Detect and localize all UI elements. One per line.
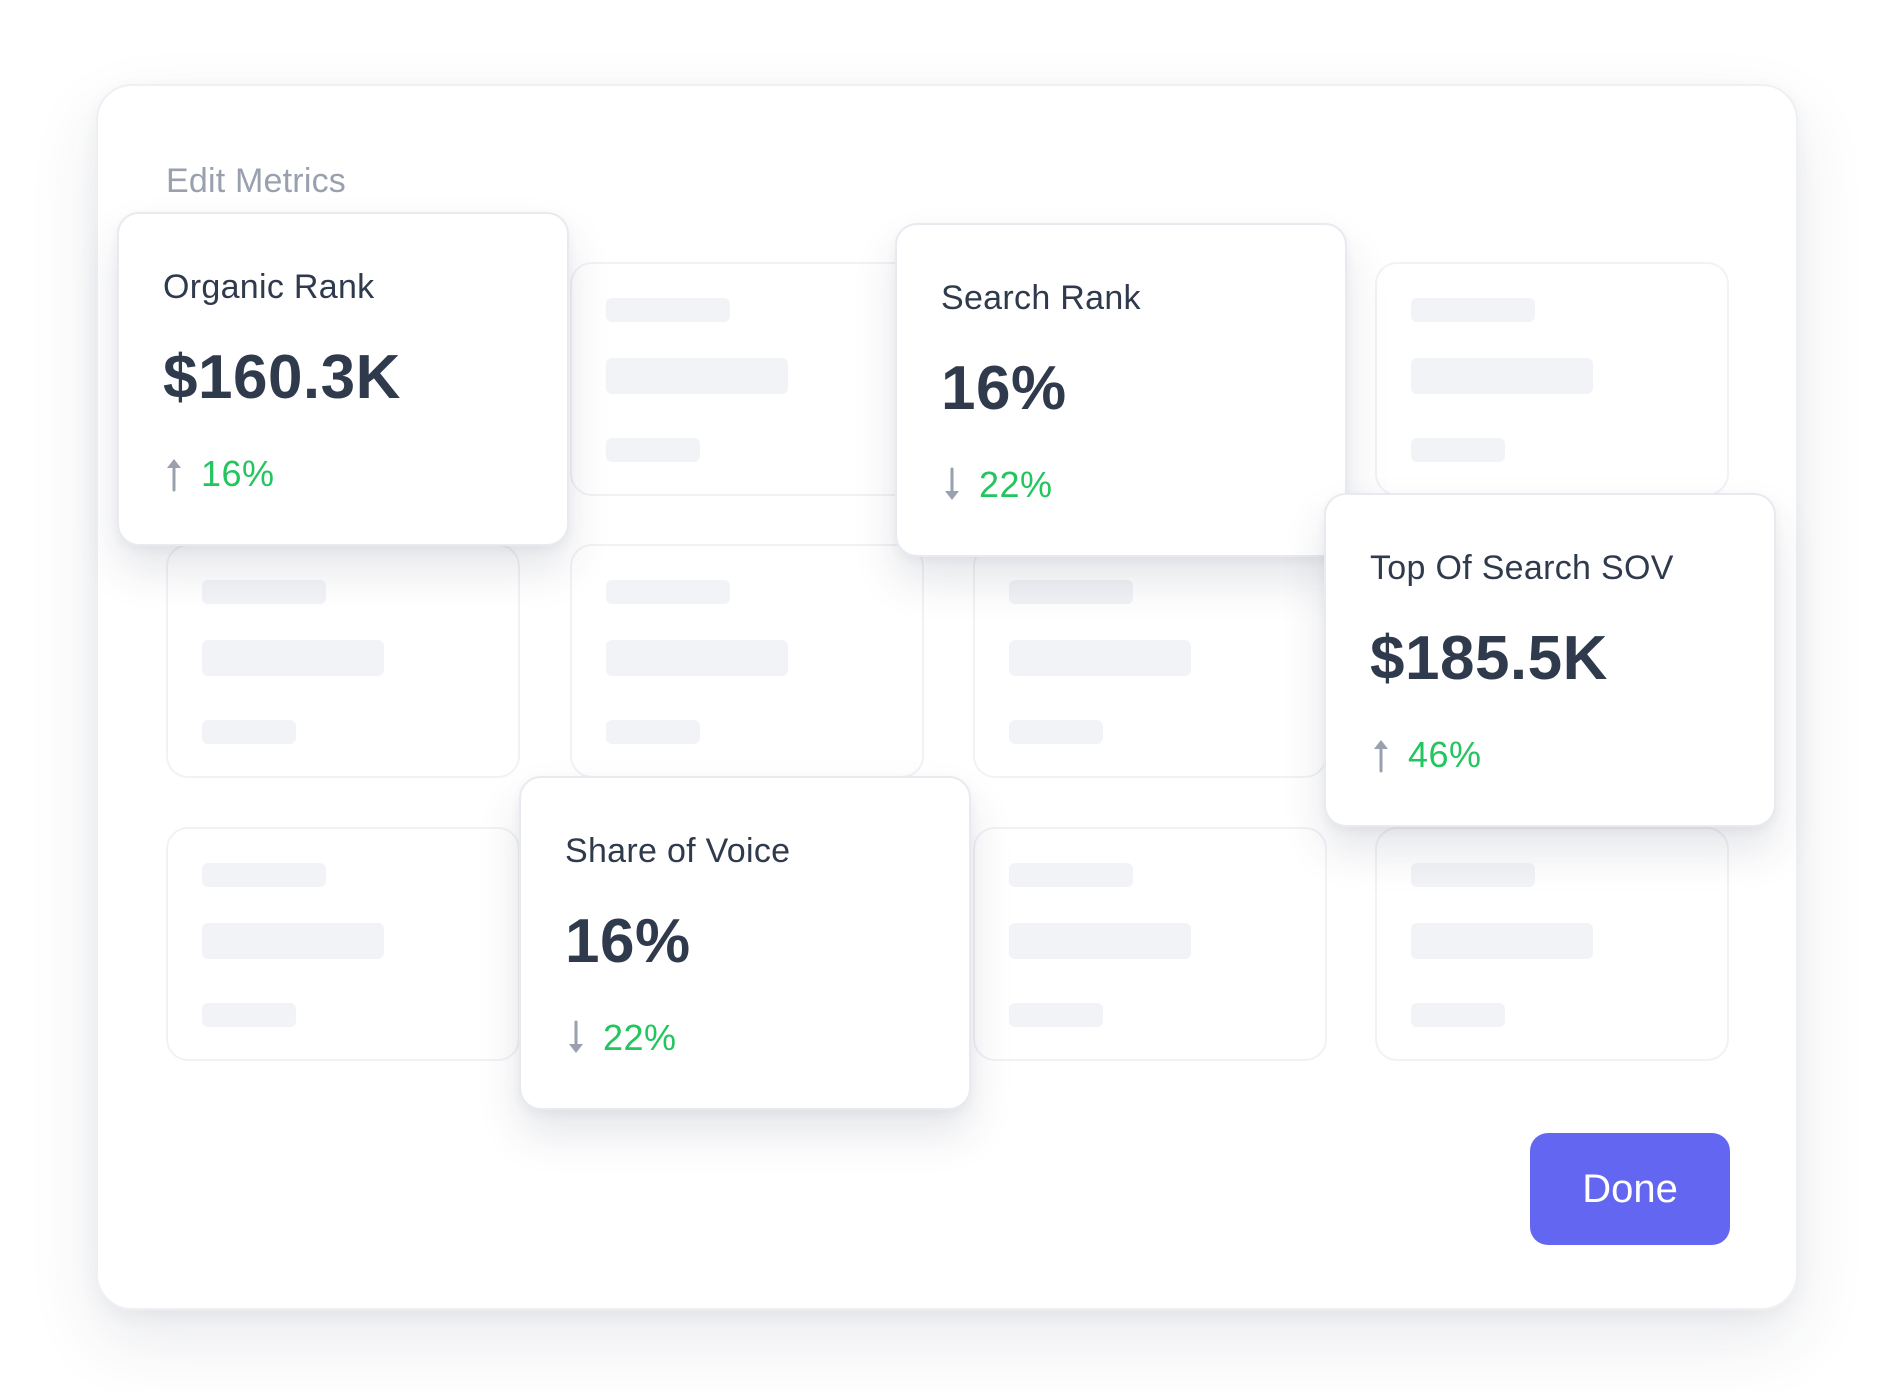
- skeleton-bar: [1411, 863, 1535, 887]
- skeleton-bar: [1411, 923, 1593, 959]
- skeleton-bar: [1411, 298, 1535, 322]
- metric-change-value: 46%: [1408, 734, 1482, 775]
- skeleton-bar: [202, 863, 326, 887]
- metric-change: 22%: [565, 1017, 677, 1058]
- skeleton-bar: [1411, 1003, 1505, 1027]
- metric-change-value: 22%: [979, 464, 1053, 505]
- skeleton-bar: [1009, 1003, 1103, 1027]
- metric-name: Share of Voice: [565, 832, 791, 870]
- skeleton-bar: [1411, 358, 1593, 394]
- skeleton-bar: [1009, 720, 1103, 744]
- skeleton-bar: [1009, 640, 1191, 676]
- arrow-down-icon: [945, 467, 959, 500]
- metric-change: 16%: [163, 453, 275, 494]
- placeholder-metric-card[interactable]: [1375, 262, 1729, 496]
- placeholder-metric-card[interactable]: [1375, 827, 1729, 1061]
- metric-value: 16%: [941, 354, 1067, 423]
- skeleton-bar: [202, 640, 384, 676]
- metric-value: 16%: [565, 907, 691, 976]
- skeleton-bar: [1009, 923, 1191, 959]
- placeholder-metric-card[interactable]: [570, 262, 924, 496]
- skeleton-bar: [606, 580, 730, 604]
- metric-card-top-of-search-sov[interactable]: Top Of Search SOV $185.5K 46%: [1324, 493, 1776, 827]
- skeleton-bar: [1009, 580, 1133, 604]
- placeholder-metric-card[interactable]: [570, 544, 924, 778]
- metric-change-value: 16%: [201, 453, 275, 494]
- metric-card-share-of-voice[interactable]: Share of Voice 16% 22%: [519, 776, 971, 1110]
- skeleton-bar: [1009, 863, 1133, 887]
- metric-value: $160.3K: [163, 343, 401, 412]
- skeleton-bar: [606, 720, 700, 744]
- arrow-up-icon: [167, 459, 181, 492]
- dialog-title: Edit Metrics: [166, 162, 346, 200]
- placeholder-metric-card[interactable]: [166, 544, 520, 778]
- metric-card-search-rank[interactable]: Search Rank 16% 22%: [895, 223, 1347, 557]
- skeleton-bar: [202, 580, 326, 604]
- placeholder-metric-card[interactable]: [166, 827, 520, 1061]
- metric-change: 46%: [1370, 734, 1482, 775]
- skeleton-bar: [1411, 438, 1505, 462]
- placeholder-metric-card[interactable]: [973, 544, 1327, 778]
- metric-change: 22%: [941, 464, 1053, 505]
- metric-value: $185.5K: [1370, 624, 1608, 693]
- placeholder-metric-card[interactable]: [973, 827, 1327, 1061]
- metric-card-organic-rank[interactable]: Organic Rank $160.3K 16%: [117, 212, 569, 546]
- skeleton-bar: [202, 1003, 296, 1027]
- arrow-down-icon: [569, 1020, 583, 1053]
- metric-name: Search Rank: [941, 279, 1141, 317]
- done-button[interactable]: Done: [1530, 1133, 1730, 1245]
- arrow-up-icon: [1374, 740, 1388, 773]
- skeleton-bar: [606, 438, 700, 462]
- metric-name: Top Of Search SOV: [1370, 549, 1674, 587]
- skeleton-bar: [202, 923, 384, 959]
- skeleton-bar: [202, 720, 296, 744]
- skeleton-bar: [606, 640, 788, 676]
- skeleton-bar: [606, 298, 730, 322]
- skeleton-bar: [606, 358, 788, 394]
- metric-change-value: 22%: [603, 1017, 677, 1058]
- metric-name: Organic Rank: [163, 268, 375, 306]
